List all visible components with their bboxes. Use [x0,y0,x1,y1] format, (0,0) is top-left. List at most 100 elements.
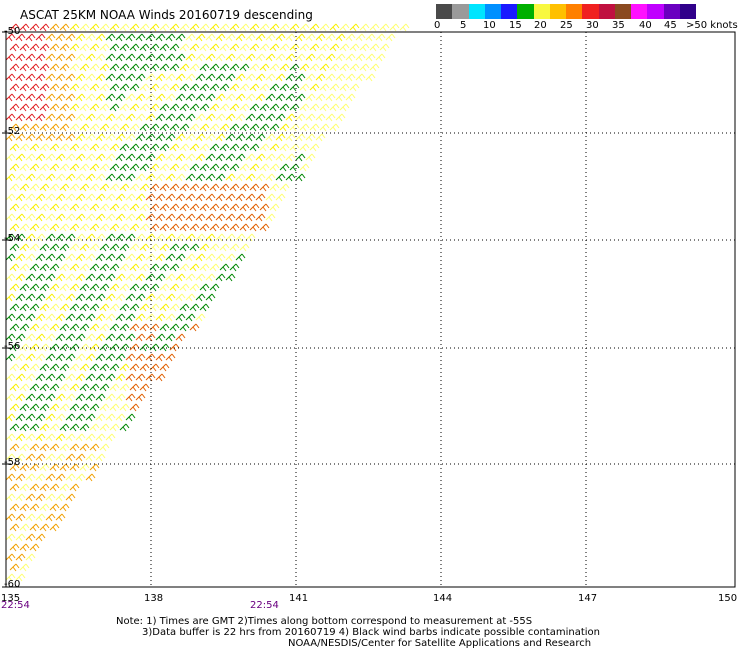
wind-barb [329,43,340,52]
wind-barb [65,273,76,282]
wind-barb [115,293,126,302]
wind-barb [175,293,186,302]
wind-barb [19,483,30,492]
wind-barb [219,223,230,232]
wind-barb [79,43,90,52]
wind-barb [115,93,126,102]
wind-barb [209,223,220,232]
wind-barb [109,283,120,292]
wind-barb [15,573,26,582]
wind-barb [189,63,200,72]
wind-barb [115,233,126,242]
wind-barb [9,163,20,172]
wind-barb [49,423,60,432]
wind-barb [99,103,110,112]
wind-barb [205,173,216,182]
wind-barb [89,203,100,212]
wind-barb [55,93,66,102]
wind-barb [9,383,20,392]
wind-barb [359,23,370,32]
wind-barb [165,253,176,262]
wind-barb [349,63,360,72]
wind-barb [235,233,246,242]
wind-barb [15,133,26,142]
wind-barb [99,143,110,152]
wind-barb [109,403,120,412]
wind-barb [35,233,46,242]
wind-barb [69,43,80,52]
wind-barb [305,153,316,162]
wind-barb-layer [5,23,410,582]
note-line: 3)Data buffer is 22 hrs from 20160719 4)… [142,627,600,638]
wind-barb [35,153,46,162]
wind-barb [179,203,190,212]
wind-barb [19,423,30,432]
wind-barb [169,183,180,192]
wind-barb [275,93,286,102]
wind-barb [339,103,350,112]
wind-barb [119,43,130,52]
wind-barb [85,153,96,162]
wind-barb [15,513,26,522]
wind-barb [69,143,80,152]
wind-barb [65,153,76,162]
wind-barb [165,313,176,322]
wind-barb [99,443,110,452]
lon-label: 135 [1,593,21,604]
wind-barb [95,413,106,422]
wind-barb [279,143,290,152]
wind-barb [209,243,220,252]
wind-barb [75,453,86,462]
wind-barb [59,463,70,472]
wind-barb [349,43,360,52]
legend-label: 20 [534,20,547,31]
wind-barb [225,133,236,142]
wind-barb [335,93,346,102]
wind-barb [19,63,30,72]
wind-barb [165,133,176,142]
wind-barb [115,253,126,262]
wind-barb [135,293,146,302]
wind-barb [189,203,200,212]
wind-barb [109,383,120,392]
wind-barb [309,83,320,92]
wind-barb [25,433,36,442]
wind-barb [175,173,186,182]
wind-barb [5,73,16,82]
wind-barb [125,93,136,102]
wind-barb [65,233,76,242]
wind-barb [109,43,120,52]
wind-barb [209,263,220,272]
wind-barb [139,203,150,212]
wind-barb [125,113,136,122]
wind-barb [155,133,166,142]
wind-barb [135,153,146,162]
wind-barb [125,233,136,242]
wind-barb [105,333,116,342]
wind-barb [145,353,156,362]
wind-barb [149,143,160,152]
wind-barb [39,163,50,172]
legend-label: 0 [434,20,441,31]
wind-barb [229,183,240,192]
wind-barb [89,403,100,412]
wind-barb [319,63,330,72]
wind-barb [45,473,56,482]
wind-barb [135,93,146,102]
wind-barb [25,353,36,362]
wind-barb [69,163,80,172]
wind-barb [59,143,70,152]
wind-barb [59,123,70,132]
wind-barb [145,173,156,182]
wind-barb [49,363,60,372]
wind-barb [119,303,130,312]
wind-barb [209,203,220,212]
wind-barb [99,303,110,312]
wind-barb [165,273,176,282]
wind-barb [55,73,66,82]
wind-barb [259,103,270,112]
wind-barb [145,133,156,142]
legend-label: 25 [560,20,573,31]
wind-barb [29,463,40,472]
wind-barb [125,273,136,282]
